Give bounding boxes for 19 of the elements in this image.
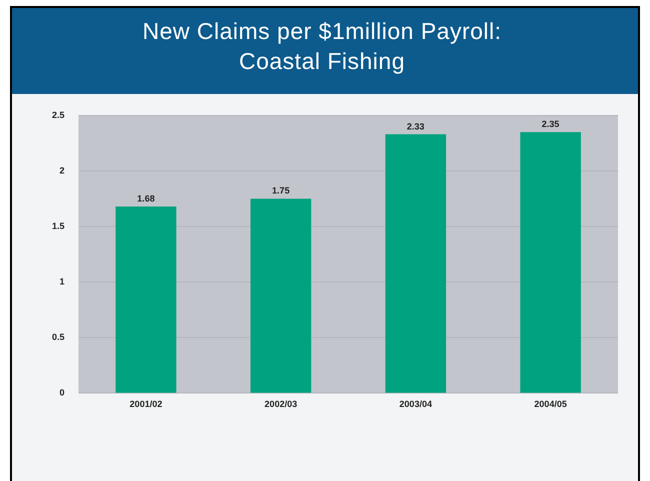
data-label: 1.68 <box>137 194 155 204</box>
y-tick-label: 2 <box>59 165 65 176</box>
y-tick-label: 2.5 <box>52 110 65 120</box>
y-tick-label: 1.5 <box>52 221 65 232</box>
data-label: 2.35 <box>542 119 560 130</box>
bar <box>520 132 581 393</box>
y-tick-label: 1 <box>59 276 65 287</box>
chart-title: New Claims per $1million Payroll: Coastal Fishing <box>141 17 503 76</box>
y-tick-label: 0.5 <box>52 332 65 342</box>
bar <box>385 134 446 393</box>
x-tick-label: 2003/04 <box>399 399 432 410</box>
data-label: 1.75 <box>272 186 290 196</box>
x-tick-label: 2001/02 <box>130 399 162 410</box>
x-tick-label: 2004/05 <box>534 399 567 410</box>
x-tick-label: 2002/03 <box>264 399 298 410</box>
bar <box>250 198 312 393</box>
data-label: 2.33 <box>406 121 424 132</box>
y-tick-label: 0 <box>59 388 65 398</box>
bar <box>116 206 176 393</box>
